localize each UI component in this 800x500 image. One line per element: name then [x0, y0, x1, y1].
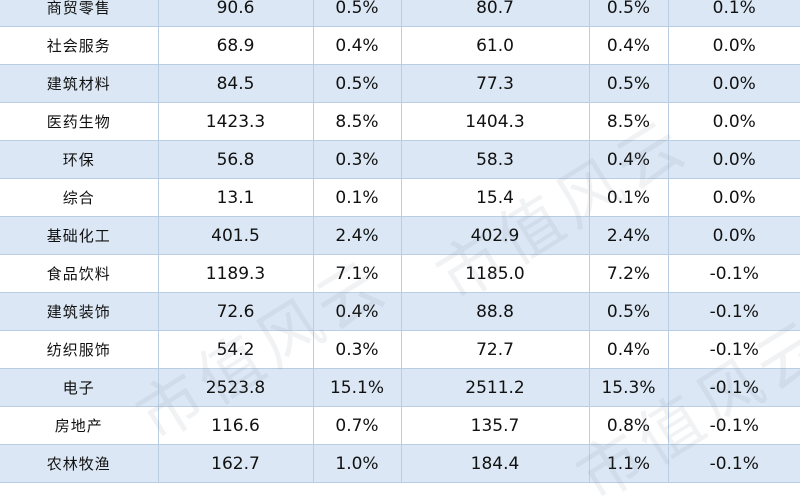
change-cell: -0.1% [668, 406, 800, 445]
change-cell: 0.0% [668, 140, 800, 179]
share-cell: 0.4% [313, 26, 402, 65]
share-cell: 0.8% [589, 406, 669, 445]
value-cell: 401.5 [158, 216, 314, 255]
share-cell: 7.2% [589, 254, 669, 293]
share-cell: 0.4% [589, 26, 669, 65]
change-cell: -0.1% [668, 254, 800, 293]
share-cell: 2.4% [589, 216, 669, 255]
industry-cell: 建筑材料 [0, 64, 159, 103]
value-cell: 58.3 [401, 140, 590, 179]
industry-cell: 纺织服饰 [0, 330, 159, 369]
share-cell: 0.4% [589, 140, 669, 179]
share-cell: 8.5% [313, 102, 402, 141]
value-cell: 116.6 [158, 406, 314, 445]
industry-cell: 电子 [0, 368, 159, 407]
value-cell: 80.7 [401, 0, 590, 27]
share-cell: 2.4% [313, 216, 402, 255]
industry-cell: 综合 [0, 178, 159, 217]
industry-cell: 食品饮料 [0, 254, 159, 293]
table-row: 商贸零售 90.6 0.5% 80.7 0.5% 0.1% [0, 0, 800, 27]
value-cell: 68.9 [158, 26, 314, 65]
table-row: 建筑装饰 72.6 0.4% 88.8 0.5% -0.1% [0, 292, 800, 331]
share-cell: 0.5% [313, 64, 402, 103]
change-cell: -0.1% [668, 330, 800, 369]
share-cell: 0.5% [313, 0, 402, 27]
table-row: 房地产 116.6 0.7% 135.7 0.8% -0.1% [0, 406, 800, 445]
value-cell: 2511.2 [401, 368, 590, 407]
share-cell: 0.5% [589, 0, 669, 27]
value-cell: 15.4 [401, 178, 590, 217]
table-row: 纺织服饰 54.2 0.3% 72.7 0.4% -0.1% [0, 330, 800, 369]
change-cell: 0.0% [668, 216, 800, 255]
share-cell: 0.5% [589, 64, 669, 103]
value-cell: 402.9 [401, 216, 590, 255]
change-cell: 0.0% [668, 178, 800, 217]
industry-cell: 农林牧渔 [0, 444, 159, 483]
change-cell: -0.1% [668, 368, 800, 407]
change-cell: -0.1% [668, 292, 800, 331]
share-cell: 0.4% [589, 330, 669, 369]
value-cell: 56.8 [158, 140, 314, 179]
value-cell: 1189.3 [158, 254, 314, 293]
change-cell: 0.0% [668, 102, 800, 141]
value-cell: 90.6 [158, 0, 314, 27]
value-cell: 72.6 [158, 292, 314, 331]
value-cell: 1404.3 [401, 102, 590, 141]
industry-allocation-table: 商贸零售 90.6 0.5% 80.7 0.5% 0.1% 社会服务 68.9 0.4% 61.0… [0, 0, 800, 483]
value-cell: 84.5 [158, 64, 314, 103]
value-cell: 13.1 [158, 178, 314, 217]
industry-cell: 环保 [0, 140, 159, 179]
share-cell: 0.1% [589, 178, 669, 217]
table-row: 环保 56.8 0.3% 58.3 0.4% 0.0% [0, 140, 800, 179]
value-cell: 88.8 [401, 292, 590, 331]
share-cell: 0.3% [313, 140, 402, 179]
industry-cell: 社会服务 [0, 26, 159, 65]
table-row: 农林牧渔 162.7 1.0% 184.4 1.1% -0.1% [0, 444, 800, 483]
value-cell: 1423.3 [158, 102, 314, 141]
share-cell: 0.4% [313, 292, 402, 331]
value-cell: 162.7 [158, 444, 314, 483]
share-cell: 0.7% [313, 406, 402, 445]
value-cell: 2523.8 [158, 368, 314, 407]
share-cell: 15.1% [313, 368, 402, 407]
table-body: 商贸零售 90.6 0.5% 80.7 0.5% 0.1% 社会服务 68.9 0.4% 61.0… [0, 0, 800, 483]
share-cell: 1.1% [589, 444, 669, 483]
value-cell: 77.3 [401, 64, 590, 103]
value-cell: 61.0 [401, 26, 590, 65]
share-cell: 15.3% [589, 368, 669, 407]
industry-cell: 建筑装饰 [0, 292, 159, 331]
table-row: 建筑材料 84.5 0.5% 77.3 0.5% 0.0% [0, 64, 800, 103]
table-row: 基础化工 401.5 2.4% 402.9 2.4% 0.0% [0, 216, 800, 255]
table-row: 医药生物 1423.3 8.5% 1404.3 8.5% 0.0% [0, 102, 800, 141]
industry-cell: 医药生物 [0, 102, 159, 141]
change-cell: -0.1% [668, 444, 800, 483]
industry-cell: 商贸零售 [0, 0, 159, 27]
value-cell: 135.7 [401, 406, 590, 445]
industry-cell: 基础化工 [0, 216, 159, 255]
value-cell: 184.4 [401, 444, 590, 483]
share-cell: 7.1% [313, 254, 402, 293]
table-row: 食品饮料 1189.3 7.1% 1185.0 7.2% -0.1% [0, 254, 800, 293]
table-row: 电子 2523.8 15.1% 2511.2 15.3% -0.1% [0, 368, 800, 407]
share-cell: 0.1% [313, 178, 402, 217]
change-cell: 0.1% [668, 0, 800, 27]
value-cell: 54.2 [158, 330, 314, 369]
table-row: 综合 13.1 0.1% 15.4 0.1% 0.0% [0, 178, 800, 217]
value-cell: 1185.0 [401, 254, 590, 293]
share-cell: 1.0% [313, 444, 402, 483]
table-row: 社会服务 68.9 0.4% 61.0 0.4% 0.0% [0, 26, 800, 65]
value-cell: 72.7 [401, 330, 590, 369]
change-cell: 0.0% [668, 64, 800, 103]
share-cell: 0.5% [589, 292, 669, 331]
industry-cell: 房地产 [0, 406, 159, 445]
share-cell: 8.5% [589, 102, 669, 141]
change-cell: 0.0% [668, 26, 800, 65]
share-cell: 0.3% [313, 330, 402, 369]
